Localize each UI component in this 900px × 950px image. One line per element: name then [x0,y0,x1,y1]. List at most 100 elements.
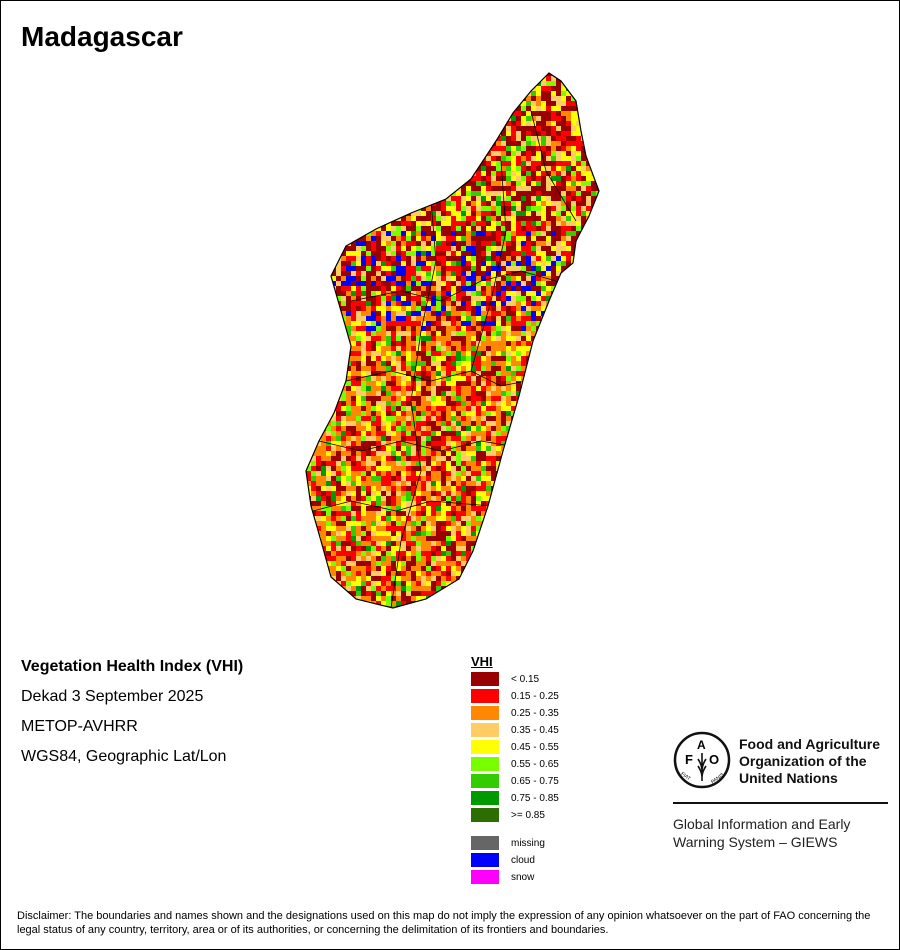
vhi-pixel [576,461,581,466]
vhi-pixel [561,276,566,281]
vhi-pixel [321,271,326,276]
vhi-pixel [431,221,436,226]
vhi-pixel [401,236,406,241]
vhi-pixel [361,381,366,386]
vhi-pixel [441,141,446,146]
vhi-pixel [306,436,311,441]
vhi-pixel [306,381,311,386]
vhi-pixel [501,366,506,371]
vhi-pixel [396,76,401,81]
vhi-pixel [366,271,371,276]
vhi-pixel [341,431,346,436]
vhi-pixel [416,161,421,166]
vhi-pixel [316,346,321,351]
vhi-pixel [366,456,371,461]
vhi-pixel [331,386,336,391]
vhi-pixel [466,281,471,286]
vhi-pixel [306,471,311,476]
vhi-pixel [471,116,476,121]
vhi-pixel [456,391,461,396]
vhi-pixel [516,73,521,76]
vhi-pixel [496,436,501,441]
vhi-pixel [386,231,391,236]
vhi-pixel [481,211,486,216]
vhi-pixel [381,236,386,241]
vhi-pixel [521,416,526,421]
vhi-pixel [476,396,481,401]
vhi-pixel [456,73,461,76]
vhi-pixel [386,476,391,481]
vhi-pixel [396,96,401,101]
vhi-pixel [506,286,511,291]
vhi-pixel [356,166,361,171]
vhi-pixel [421,406,426,411]
vhi-pixel [446,406,451,411]
vhi-pixel [436,441,441,446]
vhi-pixel [551,106,556,111]
vhi-pixel [576,366,581,371]
vhi-pixel [471,336,476,341]
vhi-pixel [451,211,456,216]
vhi-pixel [481,266,486,271]
vhi-pixel [376,336,381,341]
vhi-pixel [576,121,581,126]
vhi-pixel [571,291,576,296]
vhi-pixel [551,471,556,476]
vhi-pixel [411,286,416,291]
vhi-pixel [426,431,431,436]
vhi-pixel [321,236,326,241]
vhi-pixel [511,236,516,241]
vhi-pixel [451,171,456,176]
vhi-pixel [391,111,396,116]
vhi-pixel [311,366,316,371]
vhi-pixel [436,111,441,116]
vhi-pixel [361,331,366,336]
vhi-pixel [461,101,466,106]
vhi-pixel [481,286,486,291]
vhi-pixel [531,76,536,81]
vhi-pixel [351,486,356,491]
vhi-pixel [486,76,491,81]
vhi-pixel [516,251,521,256]
vhi-pixel [541,116,546,121]
vhi-pixel [566,276,571,281]
vhi-pixel [596,411,599,416]
vhi-pixel [501,156,506,161]
vhi-pixel [511,171,516,176]
vhi-pixel [531,436,536,441]
vhi-pixel [426,441,431,446]
vhi-pixel [361,81,366,86]
vhi-pixel [541,131,546,136]
vhi-pixel [506,421,511,426]
vhi-pixel [491,246,496,251]
vhi-pixel [366,96,371,101]
vhi-pixel [381,171,386,176]
vhi-pixel [471,126,476,131]
vhi-pixel [401,73,406,76]
vhi-pixel [521,206,526,211]
vhi-pixel [356,411,361,416]
vhi-pixel [306,281,311,286]
vhi-pixel [331,316,336,321]
vhi-pixel [346,331,351,336]
vhi-pixel [371,331,376,336]
vhi-pixel [376,261,381,266]
vhi-pixel [581,476,586,481]
vhi-pixel [331,376,336,381]
vhi-pixel [401,451,406,456]
vhi-pixel [521,366,526,371]
vhi-pixel [511,376,516,381]
vhi-pixel [586,76,591,81]
vhi-pixel [351,396,356,401]
vhi-pixel [481,73,486,76]
vhi-pixel [531,251,536,256]
vhi-pixel [356,151,361,156]
vhi-pixel [396,236,401,241]
vhi-pixel [531,291,536,296]
vhi-pixel [536,166,541,171]
vhi-pixel [531,191,536,196]
vhi-pixel [516,306,521,311]
vhi-pixel [376,416,381,421]
vhi-pixel [496,326,501,331]
vhi-pixel [401,266,406,271]
